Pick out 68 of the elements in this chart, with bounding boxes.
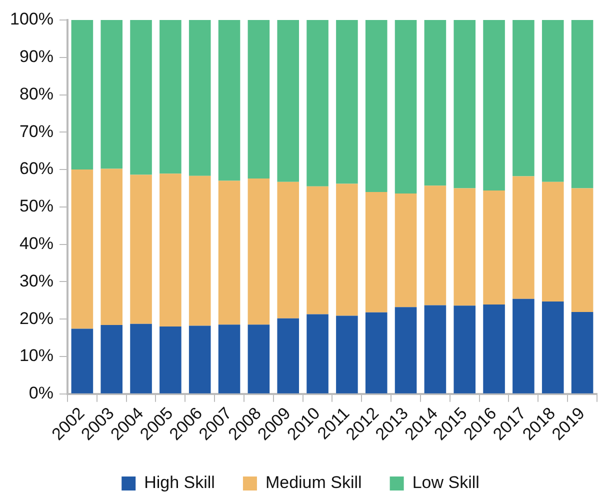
bar xyxy=(100,168,123,326)
y-tick-label: 60% xyxy=(19,159,54,178)
legend-label: High Skill xyxy=(144,473,215,492)
y-tick-label: 80% xyxy=(19,84,54,104)
bar xyxy=(248,20,270,179)
bar xyxy=(542,182,564,302)
bar xyxy=(100,20,123,169)
bar xyxy=(336,184,358,316)
bar xyxy=(512,176,534,299)
bar xyxy=(336,20,358,184)
bar xyxy=(336,316,358,394)
bar xyxy=(542,20,564,182)
bar xyxy=(512,20,534,176)
y-tick-label: 0% xyxy=(28,384,54,403)
bar xyxy=(218,20,240,181)
bar xyxy=(248,324,270,394)
bar xyxy=(188,20,211,176)
bar xyxy=(483,20,505,190)
bar xyxy=(218,324,240,394)
bar xyxy=(454,188,476,306)
bar xyxy=(306,314,328,394)
y-tick-label: 40% xyxy=(19,234,54,253)
bar xyxy=(394,20,417,194)
bar xyxy=(160,326,182,394)
bar xyxy=(394,193,417,308)
bar xyxy=(71,170,94,329)
bar xyxy=(424,305,446,394)
bar xyxy=(394,307,417,394)
bar xyxy=(160,20,182,174)
bar xyxy=(365,192,388,312)
bar xyxy=(188,176,211,326)
y-tick-label: 10% xyxy=(19,346,54,366)
bar xyxy=(542,301,564,394)
bar xyxy=(130,174,152,324)
bar xyxy=(571,312,594,394)
bar xyxy=(483,190,505,304)
bar xyxy=(248,178,270,325)
bar xyxy=(571,188,594,312)
bar xyxy=(424,186,446,306)
bar xyxy=(277,20,300,182)
bar xyxy=(277,182,300,318)
bar xyxy=(218,180,240,325)
y-tick-label: 100% xyxy=(10,10,54,29)
bar xyxy=(188,326,211,394)
y-tick-label: 70% xyxy=(19,122,54,141)
bar xyxy=(512,298,534,394)
y-tick-label: 20% xyxy=(19,308,54,328)
y-tick-label: 30% xyxy=(19,271,54,290)
bar xyxy=(365,312,388,394)
bar xyxy=(160,174,182,327)
bar xyxy=(71,20,94,170)
bar xyxy=(454,20,476,188)
bar xyxy=(454,306,476,394)
y-tick-label: 90% xyxy=(19,47,54,66)
bar xyxy=(571,20,594,188)
bar xyxy=(100,325,123,394)
bar xyxy=(130,324,152,394)
y-tick-label: 50% xyxy=(19,196,54,216)
bar xyxy=(424,20,446,186)
bar xyxy=(365,20,388,192)
bar xyxy=(130,20,152,175)
bar xyxy=(277,318,300,394)
bar xyxy=(306,20,328,186)
bar xyxy=(483,304,505,394)
bar xyxy=(71,328,94,394)
legend-label: Medium Skill xyxy=(265,473,362,492)
legend-label: Low Skill xyxy=(412,473,480,492)
bar xyxy=(306,186,328,314)
